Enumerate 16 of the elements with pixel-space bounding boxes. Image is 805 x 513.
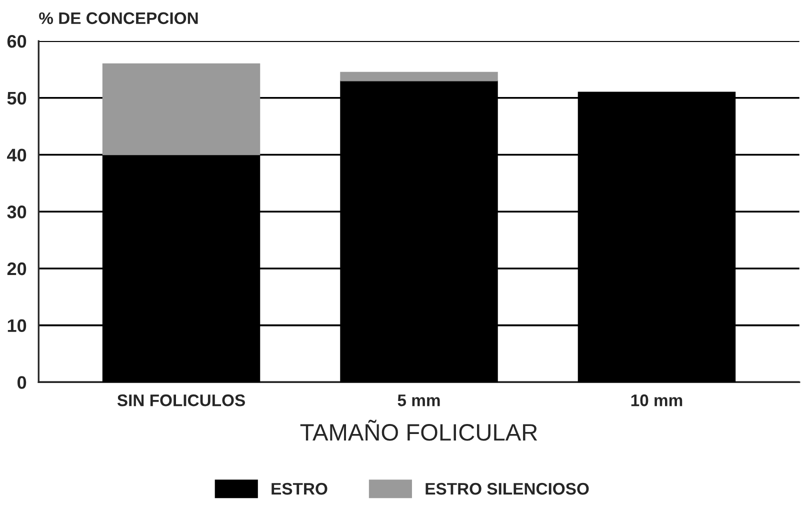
x-tick-label: 10 mm [631, 394, 682, 406]
bar [102, 63, 260, 156]
y-tick-label: 10 [8, 319, 26, 332]
legend-label: ESTRO SILENCIOSO [426, 482, 589, 495]
y-tick-label: 50 [7, 92, 26, 105]
y-tick-label: 20 [7, 262, 26, 276]
y-axis-title: % DE CONCEPCION [39, 12, 198, 24]
legend-label: ESTRO [272, 482, 328, 495]
x-tick-label: SIN FOLICULOS [117, 394, 245, 406]
y-tick-label: 60 [7, 34, 26, 48]
x-axis-title: TAMAÑO FOLICULAR [300, 420, 538, 441]
y-tick-label: 0 [18, 376, 26, 389]
y-tick-label: 30 [7, 206, 26, 218]
bar [340, 72, 498, 82]
x-tick-label: 5 mm [398, 394, 440, 406]
y-tick-label: 40 [7, 148, 26, 162]
